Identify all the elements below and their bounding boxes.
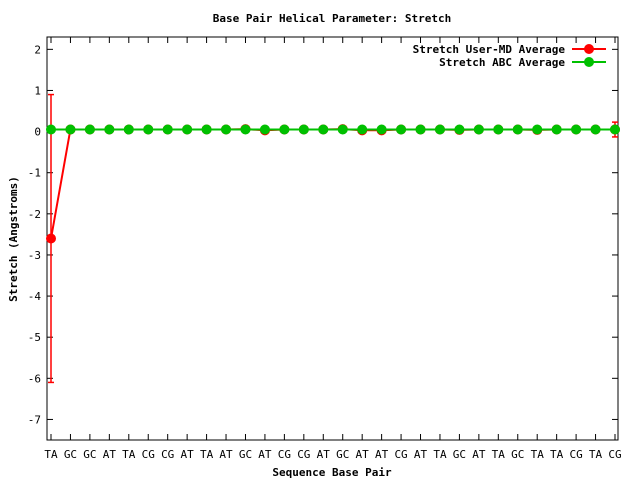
data-point [357,124,368,135]
y-tick-label: -6 [28,372,41,385]
x-tick-label: GC [511,448,524,461]
x-tick-label: AT [414,448,428,461]
x-tick-label: TA [200,448,214,461]
y-tick-label: 1 [34,84,41,97]
x-tick-label: TA [531,448,545,461]
x-tick-label: AT [472,448,486,461]
y-tick-label: -7 [28,413,41,426]
data-point [259,124,270,135]
x-tick-label: CG [297,448,310,461]
y-tick-label: -3 [28,249,41,262]
y-axis-label: Stretch (Angstroms) [7,176,20,302]
y-axis: 2 1 0 -1 -2 -3 -4 -5 -6 -7 [28,43,618,426]
x-tick-label: TA [492,448,506,461]
y-tick-label: -5 [28,331,41,344]
x-tick-label: CG [161,448,174,461]
data-point [123,124,134,135]
data-point [473,124,484,135]
series-1 [46,93,620,384]
data-point [512,124,523,135]
x-tick-label: AT [258,448,272,461]
data-point [571,124,582,135]
data-point [532,124,543,135]
data-point [415,124,426,135]
legend-label: Stretch User-MD Average [413,43,566,56]
x-tick-label: AT [356,448,370,461]
legend-label: Stretch ABC Average [439,56,565,69]
x-tick-label: GC [83,448,96,461]
y-tick-label: 2 [34,43,41,56]
x-tick-label: TA [589,448,603,461]
data-point [182,124,193,135]
x-tick-label: GC [336,448,349,461]
x-tick-label: CG [608,448,621,461]
data-point [551,124,562,135]
data-point [84,124,95,135]
chart-title: Base Pair Helical Parameter: Stretch [213,12,451,25]
data-point [376,124,387,135]
data-point [298,124,309,135]
data-point [201,124,212,135]
data-point [493,124,504,135]
x-tick-label: GC [453,448,466,461]
data-point [279,124,290,135]
x-tick-label: CG [142,448,155,461]
x-tick-label: TA [433,448,447,461]
x-tick-label: CG [394,448,407,461]
x-tick-label: AT [181,448,195,461]
y-tick-label: -2 [28,208,41,221]
x-tick-label: AT [375,448,389,461]
y-tick-label: -4 [28,290,42,303]
data-point [454,124,465,135]
series-layer [46,93,620,384]
x-axis-label: Sequence Base Pair [272,466,392,479]
data-point [143,124,154,135]
data-point [610,124,620,135]
data-point [46,233,56,244]
data-point [104,124,115,135]
data-point [65,124,76,135]
series-line [50,128,615,239]
x-tick-label: TA [122,448,136,461]
data-point [396,124,407,135]
x-tick-label: CG [569,448,582,461]
x-tick-label: AT [219,448,233,461]
x-tick-label: CG [278,448,291,461]
y-tick-label: 0 [34,126,41,139]
data-point [434,124,445,135]
plot-frame [46,36,619,441]
x-tick-label: GC [64,448,77,461]
data-point [221,124,232,135]
legend-marker [584,44,594,54]
data-point [590,124,601,135]
x-tick-label: AT [317,448,331,461]
data-point [162,124,173,135]
x-axis: TA GC GC AT TA CG CG AT TA AT GC AT CG CG AT GC AT AT CG AT… [44,37,622,461]
legend-marker [584,57,594,67]
data-point [337,124,348,135]
data-point [46,124,56,135]
data-point [318,124,329,135]
x-tick-label: GC [239,448,252,461]
x-tick-label: TA [550,448,564,461]
series-2 [46,124,620,135]
y-tick-label: -1 [28,167,41,180]
x-tick-label: AT [103,448,117,461]
data-point [240,124,251,135]
x-tick-label: TA [44,448,58,461]
